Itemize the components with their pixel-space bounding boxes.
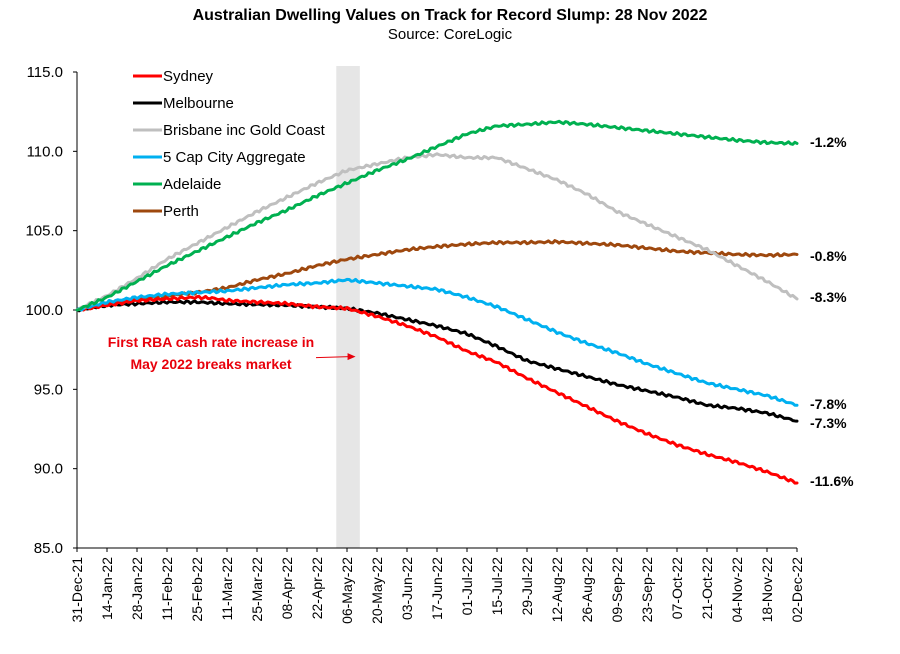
legend-label: Perth: [163, 203, 199, 220]
annotation-line-2: May 2022 breaks market: [130, 356, 291, 372]
end-label: -7.3%: [810, 415, 847, 431]
legend-label: Melbourne: [163, 95, 234, 112]
series-line-5-cap-city-aggregate: [75, 277, 799, 407]
x-tick-label: 31-Dec-21: [69, 557, 85, 623]
x-tick-label: 01-Jul-22: [459, 557, 475, 616]
axes: [76, 72, 797, 549]
series-line-brisbane-inc-gold-coast: [75, 152, 799, 312]
end-label: -1.2%: [810, 134, 847, 150]
x-tick-label: 21-Oct-22: [699, 557, 715, 619]
series-line-sydney: [75, 294, 799, 485]
x-tick-label: 04-Nov-22: [729, 557, 745, 623]
x-tick-label: 22-Apr-22: [309, 557, 325, 619]
x-tick-label: 11-Feb-22: [159, 557, 175, 621]
legend: Sydney Melbourne Brisbane inc Gold Coast 5 …: [133, 68, 326, 220]
y-tick-label: 95.0: [34, 381, 63, 398]
x-tick-label: 03-Jun-22: [399, 557, 415, 620]
x-tick-label: 29-Jul-22: [519, 557, 535, 616]
series-lines: [75, 119, 799, 485]
x-tick-label: 23-Sep-22: [639, 557, 655, 623]
end-label: -0.8%: [810, 248, 847, 264]
chart-title: Australian Dwelling Values on Track for …: [193, 7, 708, 24]
y-tick-label: 85.0: [34, 540, 63, 557]
x-tick-label: 20-May-22: [369, 557, 385, 624]
x-tick-label: 18-Nov-22: [759, 557, 775, 623]
x-tick-label: 26-Aug-22: [579, 557, 595, 623]
end-label: -11.6%: [810, 473, 854, 489]
y-axis-ticks: 85.0 90.0 95.0 100.0 105.0 110.0 115.0: [25, 64, 77, 557]
legend-label: 5 Cap City Aggregate: [163, 149, 306, 166]
x-tick-label: 25-Feb-22: [189, 557, 205, 622]
y-tick-label: 115.0: [27, 64, 63, 81]
x-tick-label: 15-Jul-22: [489, 557, 505, 616]
series-line-melbourne: [75, 299, 799, 423]
legend-label: Sydney: [163, 68, 214, 85]
legend-label: Brisbane inc Gold Coast: [163, 122, 326, 139]
y-tick-label: 90.0: [34, 461, 63, 478]
x-tick-label: 06-May-22: [339, 557, 355, 624]
end-label: -7.8%: [810, 396, 847, 412]
y-tick-label: 110.0: [27, 143, 63, 160]
x-axis-ticks: 31-Dec-21 14-Jan-22 28-Jan-22 11-Feb-22 25-F…: [69, 548, 805, 624]
x-tick-label: 02-Dec-22: [789, 557, 805, 623]
x-tick-label: 17-Jun-22: [429, 557, 445, 620]
end-labels: -11.6% -7.3% -8.3% -7.8% -1.2% -0.8%: [810, 134, 854, 489]
chart-subtitle: Source: CoreLogic: [388, 26, 513, 43]
x-tick-label: 28-Jan-22: [129, 557, 145, 620]
annotation: First RBA cash rate increase in May 2022…: [108, 334, 356, 372]
end-label: -8.3%: [810, 289, 847, 305]
x-tick-label: 09-Sep-22: [609, 557, 625, 623]
annotation-line-1: First RBA cash rate increase in: [108, 334, 314, 350]
x-tick-label: 14-Jan-22: [99, 557, 115, 620]
x-tick-label: 08-Apr-22: [279, 557, 295, 619]
x-tick-label: 12-Aug-22: [549, 557, 565, 623]
annotation-arrow-head: [347, 353, 356, 361]
x-tick-label: 07-Oct-22: [669, 557, 685, 619]
annotation-arrow-line: [315, 356, 350, 359]
y-tick-label: 100.0: [25, 302, 63, 319]
series-line-adelaide: [75, 119, 799, 312]
x-tick-label: 25-Mar-22: [249, 557, 265, 622]
legend-label: Adelaide: [163, 176, 221, 193]
y-tick-label: 105.0: [25, 223, 63, 240]
x-tick-label: 11-Mar-22: [219, 557, 235, 621]
